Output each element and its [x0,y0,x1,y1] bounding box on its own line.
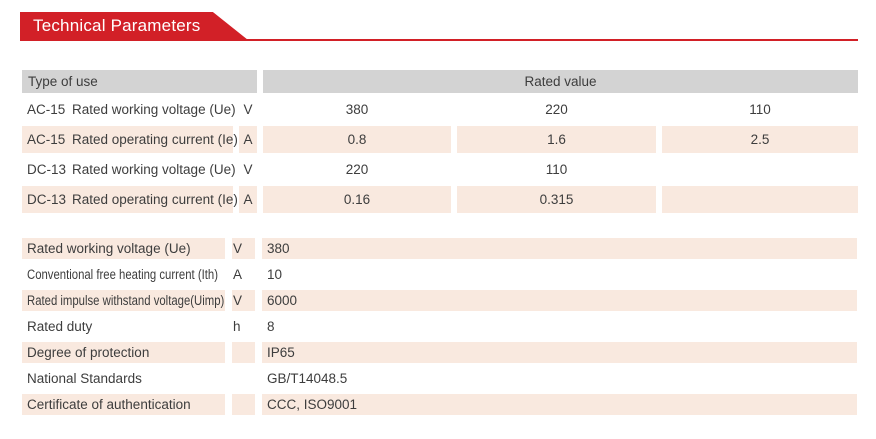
parameter-name: National Standards [27,370,142,386]
parameter-cell: DC-13 Rated operating current (Ie) [22,186,238,213]
value-cell: 380 [345,101,369,117]
table-row: National Standards GB/T14048.5 [22,368,857,389]
unit-cell [232,368,255,389]
unit-cell: V [232,238,255,259]
parameter-name: Conventional free heating current (Ith) [27,266,219,282]
parameter-cell: Conventional free heating current (Ith) [22,264,225,285]
value-cell: 8 [267,318,275,334]
table-row: AC-15 Rated working voltage (Ue) V 380 2… [22,96,858,123]
parameter-cell: Rated duty [22,316,225,337]
value-cell: GB/T14048.5 [267,370,348,386]
value-cell: 10 [267,266,283,282]
table-row: Rated working voltage (Ue) V 380 [22,238,857,259]
use-category: AC-15 [27,131,66,147]
unit-cell: h [233,318,241,334]
value-cell: 380 [262,238,857,259]
table-header-row: Type of use Rated value [22,70,858,93]
table-row: DC-13 Rated operating current (Ie) A 0.1… [22,186,858,213]
table-row: Conventional free heating current (Ith) … [22,264,857,285]
use-category: AC-15 [27,101,66,117]
parameter-name: Rated operating current (Ie) [72,131,238,147]
use-category: DC-13 [27,161,67,177]
value-cell: 2.5 [662,126,858,153]
unit-cell: A [239,126,257,153]
unit-cell: V [232,290,255,311]
parameter-cell: Certificate of authentication [22,394,225,415]
parameter-name: Rated working voltage (Ue) [72,161,236,177]
type-of-use-header: Type of use [22,70,257,93]
parameter-cell: Rated impulse withstand voltage(Uimp) [22,290,225,311]
parameter-name: Rated working voltage (Ue) [72,101,236,117]
unit-cell: A [239,186,257,213]
value-cell: 0.8 [263,126,451,153]
value-cell: CCC, ISO9001 [262,394,857,415]
value-cell: 0.315 [457,186,656,213]
value-cell [662,186,858,213]
table-row: Degree of protection IP65 [22,342,857,363]
parameter-name: Rated operating current (Ie) [72,191,238,207]
unit-cell: A [233,266,243,282]
unit-cell [232,342,255,363]
parameter-cell: Degree of protection [22,342,225,363]
parameter-cell: Rated working voltage (Ue) [22,238,225,259]
rated-value-header: Rated value [263,70,858,93]
value-cell: 0.16 [263,186,451,213]
title-underline [20,39,858,41]
parameter-name: Certificate of authentication [27,396,191,412]
parameter-cell: National Standards [22,368,225,389]
table-row: Rated duty h 8 [22,316,857,337]
table-row: Rated impulse withstand voltage(Uimp) V … [22,290,857,311]
general-characteristics-table: Rated working voltage (Ue) V 380 Convent… [22,238,857,420]
section-title-banner: Technical Parameters [20,12,248,40]
table-row: Certificate of authentication CCC, ISO90… [22,394,857,415]
value-cell: 110 [545,161,568,177]
use-category: DC-13 [27,191,67,207]
parameter-name: Rated impulse withstand voltage(Uimp) [27,292,225,308]
value-cell: 1.6 [457,126,656,153]
rated-values-table: Type of use Rated value AC-15 Rated work… [22,70,858,216]
page-title: Technical Parameters [33,16,201,35]
value-cell: IP65 [262,342,857,363]
unit-cell: V [243,161,253,177]
parameter-cell: AC-15 Rated operating current (Ie) [22,126,238,153]
unit-cell: V [243,101,253,117]
value-cell: 6000 [262,290,857,311]
value-cell: 110 [749,101,771,117]
parameter-cell: DC-13 Rated working voltage (Ue) [22,156,236,183]
unit-cell [232,394,255,415]
parameter-cell: AC-15 Rated working voltage (Ue) [22,96,236,123]
table-row: DC-13 Rated working voltage (Ue) V 220 1… [22,156,858,183]
parameter-name: Rated duty [27,318,93,334]
parameter-name: Degree of protection [27,344,150,360]
parameter-name: Rated working voltage (Ue) [27,240,191,256]
table-row: AC-15 Rated operating current (Ie) A 0.8… [22,126,858,153]
value-cell: 220 [545,101,568,117]
value-cell [662,156,858,183]
value-cell: 220 [345,161,369,177]
